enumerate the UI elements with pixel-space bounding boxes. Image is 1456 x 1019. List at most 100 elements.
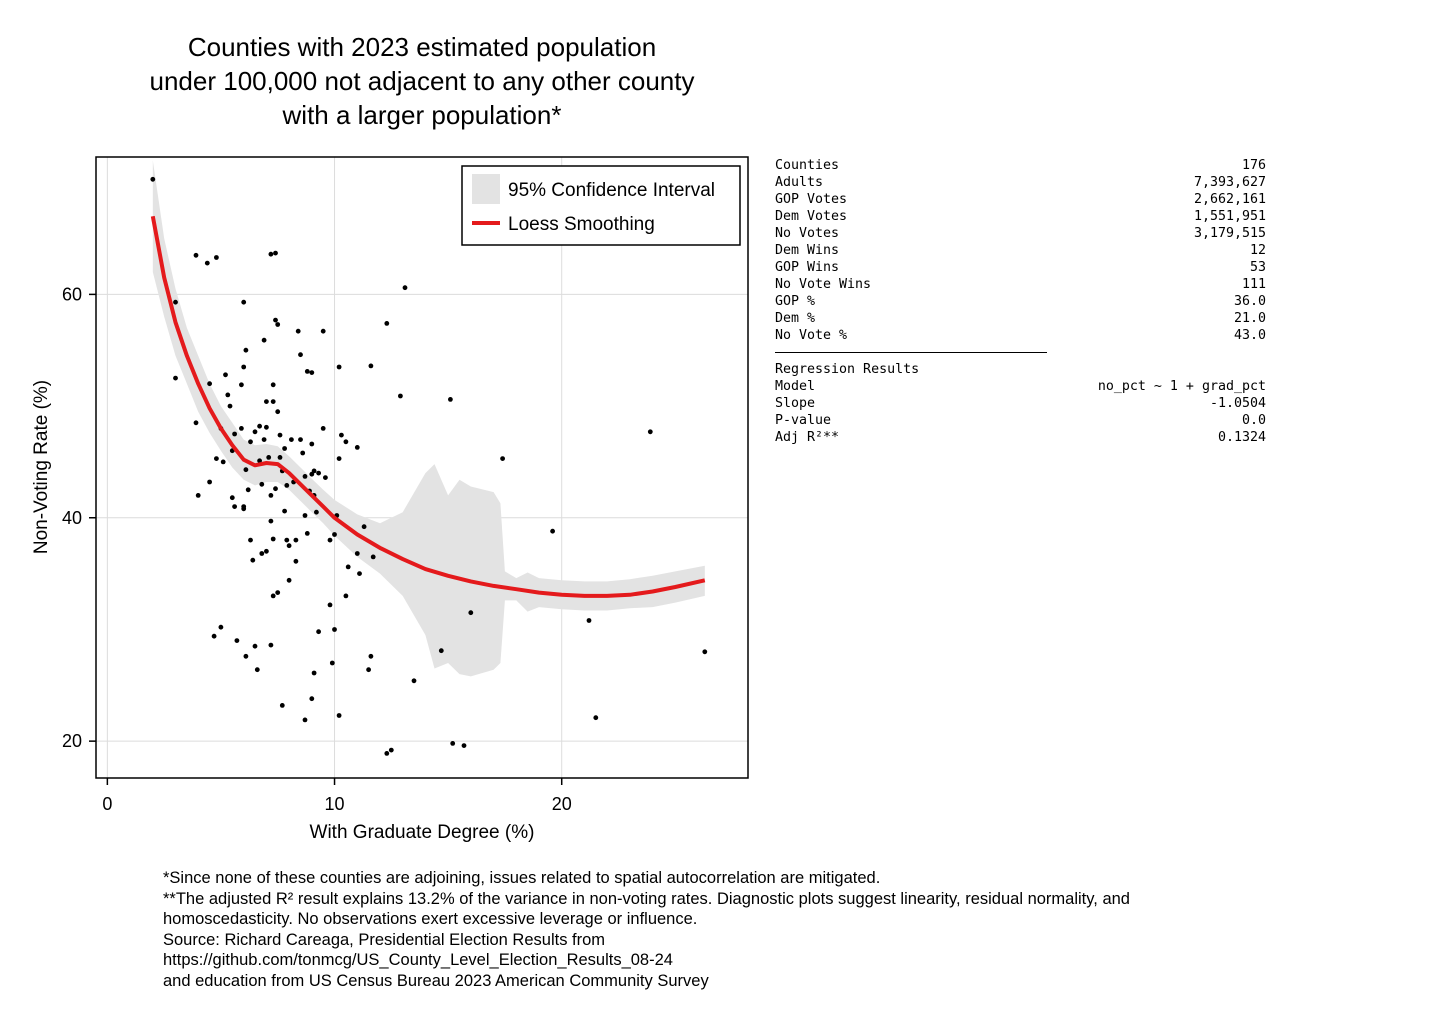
stat-value: 12 bbox=[1249, 243, 1266, 258]
data-point bbox=[345, 564, 351, 570]
data-point bbox=[302, 717, 308, 723]
data-point bbox=[388, 747, 394, 753]
data-point bbox=[273, 486, 278, 492]
data-point bbox=[241, 299, 247, 305]
legend-band-swatch bbox=[472, 174, 500, 204]
data-point bbox=[327, 537, 333, 543]
data-point bbox=[239, 382, 244, 388]
stat-label: Dem % bbox=[775, 311, 816, 326]
data-point bbox=[220, 459, 226, 465]
footnote-line: homoscedasticity. No observations exert … bbox=[163, 910, 698, 928]
stat-value: 21.0 bbox=[1233, 311, 1266, 326]
data-point bbox=[252, 429, 258, 435]
data-point bbox=[207, 479, 213, 485]
stat-label: GOP Votes bbox=[775, 192, 848, 207]
data-point bbox=[195, 493, 201, 498]
data-point bbox=[304, 369, 310, 374]
data-point bbox=[293, 537, 299, 543]
data-point bbox=[259, 481, 265, 487]
data-point bbox=[339, 432, 344, 438]
data-point bbox=[286, 543, 292, 549]
data-point bbox=[275, 409, 281, 415]
data-point bbox=[336, 364, 342, 370]
data-point bbox=[284, 483, 290, 488]
data-point bbox=[243, 347, 249, 353]
data-point bbox=[245, 487, 251, 493]
regression-value: no_pct ~ 1 + grad_pct bbox=[1097, 379, 1266, 394]
data-point bbox=[234, 638, 240, 643]
data-point bbox=[311, 670, 317, 676]
stat-label: GOP Wins bbox=[775, 260, 840, 275]
data-point bbox=[448, 397, 453, 402]
data-point bbox=[225, 392, 231, 398]
data-point bbox=[368, 363, 374, 369]
data-point bbox=[329, 660, 335, 666]
y-tick-label: 40 bbox=[62, 508, 82, 528]
data-point bbox=[275, 590, 281, 595]
data-point bbox=[309, 696, 315, 702]
data-point bbox=[268, 518, 274, 524]
x-tick-label: 20 bbox=[552, 794, 572, 814]
regression-label: P-value bbox=[775, 413, 832, 428]
data-point bbox=[266, 455, 272, 460]
data-point bbox=[298, 437, 303, 442]
data-point bbox=[264, 424, 269, 430]
data-point bbox=[270, 536, 276, 542]
stat-value: 1,551,951 bbox=[1193, 209, 1266, 224]
stat-row: No Vote Wins 111 bbox=[775, 276, 1266, 293]
data-point bbox=[343, 593, 349, 599]
stat-row: Dem Votes 1,551,951 bbox=[775, 208, 1266, 225]
stat-row: Adults 7,393,627 bbox=[775, 174, 1266, 191]
data-point bbox=[370, 554, 376, 560]
data-point bbox=[264, 399, 269, 404]
data-point bbox=[268, 642, 274, 648]
data-point bbox=[361, 524, 367, 530]
data-point bbox=[320, 328, 326, 334]
stat-row: GOP Votes 2,662,161 bbox=[775, 191, 1266, 208]
stat-row: Dem % 21.0 bbox=[775, 310, 1266, 327]
x-tick-label: 10 bbox=[325, 794, 345, 814]
data-point bbox=[309, 441, 315, 447]
regression-heading: Regression Results bbox=[775, 362, 920, 377]
stats-separator bbox=[775, 352, 1047, 353]
data-point bbox=[295, 328, 301, 334]
stat-row: GOP % 36.0 bbox=[775, 293, 1266, 310]
data-point bbox=[270, 399, 276, 404]
regression-label: Model bbox=[775, 379, 816, 394]
data-point bbox=[468, 610, 474, 616]
data-point bbox=[268, 251, 274, 257]
data-point bbox=[211, 633, 217, 639]
data-point bbox=[586, 618, 592, 623]
legend: 95% Confidence Interval Loess Smoothing bbox=[461, 165, 741, 246]
data-point bbox=[289, 437, 294, 442]
data-point bbox=[150, 176, 156, 182]
data-point bbox=[239, 426, 244, 431]
data-point bbox=[214, 255, 219, 260]
stat-label: No Votes bbox=[775, 226, 840, 241]
footnote-line: *Since none of these counties are adjoin… bbox=[163, 869, 881, 887]
data-points bbox=[150, 176, 708, 756]
data-point bbox=[277, 455, 283, 460]
legend-label-ci: 95% Confidence Interval bbox=[508, 180, 715, 201]
stat-row: No Votes 3,179,515 bbox=[775, 225, 1266, 242]
y-tick-label: 60 bbox=[62, 284, 82, 304]
data-point bbox=[270, 593, 276, 599]
chart-title-line: with a larger population* bbox=[282, 100, 562, 130]
data-point bbox=[232, 431, 238, 437]
chart-title: Counties with 2023 estimated population … bbox=[96, 30, 748, 132]
stat-value: 7,393,627 bbox=[1193, 175, 1266, 190]
data-point bbox=[232, 504, 238, 509]
data-point bbox=[193, 252, 199, 258]
regression-heading-row: Regression Results bbox=[775, 361, 1266, 378]
axis-ticks: 0 10 20 20 40 60 bbox=[62, 284, 572, 814]
stat-value: 3,179,515 bbox=[1193, 226, 1266, 241]
footnote-line: Source: Richard Careaga, Presidential El… bbox=[163, 930, 606, 949]
y-tick-label: 20 bbox=[62, 731, 82, 751]
stat-row: No Vote % 43.0 bbox=[775, 327, 1266, 344]
stat-row: GOP Wins 53 bbox=[775, 259, 1266, 276]
data-point bbox=[332, 627, 337, 632]
data-point bbox=[336, 456, 342, 461]
data-point bbox=[293, 558, 299, 564]
data-point bbox=[354, 445, 360, 450]
y-axis-label: Non-Voting Rate (%) bbox=[31, 380, 52, 554]
